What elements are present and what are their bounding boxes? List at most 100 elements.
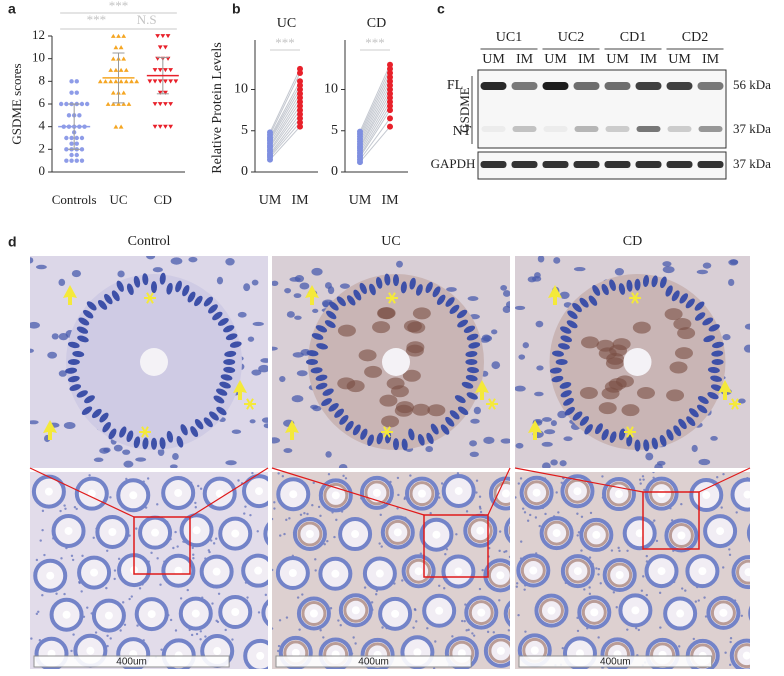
significance-label: *** bbox=[365, 35, 385, 50]
nucleus bbox=[317, 505, 321, 509]
data-point bbox=[163, 79, 168, 84]
nucleus bbox=[213, 395, 225, 404]
data-point bbox=[84, 101, 90, 107]
lumen bbox=[44, 487, 53, 496]
size-label: 37 kDa bbox=[733, 121, 771, 136]
nucleus bbox=[339, 415, 349, 425]
data-point bbox=[387, 90, 393, 97]
data-point bbox=[297, 123, 303, 130]
nucleus bbox=[312, 405, 322, 412]
nucleus bbox=[610, 549, 614, 552]
nucleus bbox=[642, 275, 650, 287]
nucleus bbox=[526, 519, 530, 522]
band-nt bbox=[636, 126, 661, 132]
arrow bbox=[43, 420, 57, 440]
crypt bbox=[730, 477, 750, 512]
nucleus bbox=[465, 359, 478, 365]
nucleus bbox=[541, 462, 551, 468]
y-tick-label: 10 bbox=[324, 82, 338, 97]
nucleus bbox=[638, 478, 642, 481]
nucleus bbox=[322, 636, 325, 639]
nucleus bbox=[249, 513, 252, 517]
data-point bbox=[297, 98, 303, 105]
nucleus bbox=[498, 599, 501, 602]
nucleus bbox=[284, 288, 292, 294]
data-point bbox=[157, 124, 163, 129]
nucleus bbox=[314, 558, 317, 561]
lumen bbox=[547, 606, 556, 615]
nucleus bbox=[561, 646, 564, 650]
panel-label: d bbox=[8, 234, 17, 250]
nucleus bbox=[597, 636, 600, 639]
nucleus bbox=[573, 266, 586, 272]
nucleus bbox=[712, 341, 724, 349]
data-point bbox=[121, 101, 127, 106]
lumen bbox=[744, 568, 750, 577]
nucleus bbox=[515, 496, 517, 499]
data-point bbox=[387, 61, 393, 68]
stained-crypt bbox=[323, 482, 349, 508]
scale-bar bbox=[518, 655, 713, 668]
data-point bbox=[121, 90, 127, 95]
data-point bbox=[79, 135, 85, 141]
significance-label: N.S bbox=[137, 12, 157, 27]
crypt bbox=[261, 599, 268, 627]
data-point bbox=[387, 98, 393, 105]
nucleus bbox=[263, 423, 268, 429]
nucleus bbox=[580, 515, 584, 518]
nucleus bbox=[457, 406, 469, 416]
zoom-connector bbox=[698, 467, 751, 493]
pair-line bbox=[359, 72, 391, 137]
nucleus bbox=[170, 257, 183, 265]
nucleus bbox=[678, 418, 687, 430]
nucleus bbox=[396, 476, 400, 480]
nucleus bbox=[597, 573, 600, 576]
zoom-connector bbox=[271, 467, 425, 516]
lumen bbox=[702, 491, 711, 500]
nucleus bbox=[83, 309, 94, 319]
x-tick-label: UM bbox=[259, 193, 282, 208]
nucleus bbox=[243, 512, 246, 515]
nucleus bbox=[425, 445, 433, 453]
stained-crypt bbox=[565, 558, 591, 584]
nucleus bbox=[216, 276, 224, 285]
nucleus bbox=[286, 311, 295, 318]
nucleus bbox=[142, 273, 149, 286]
nucleus bbox=[651, 437, 659, 450]
nucleus bbox=[152, 267, 163, 273]
nucleus bbox=[637, 628, 641, 632]
stained-cell bbox=[615, 375, 634, 388]
nucleus bbox=[572, 302, 582, 313]
nucleus bbox=[409, 277, 416, 290]
nucleus bbox=[618, 283, 626, 295]
nucleus bbox=[659, 276, 667, 289]
lumen bbox=[288, 569, 297, 578]
arrow bbox=[305, 285, 319, 305]
nucleus bbox=[225, 333, 238, 341]
band-nt bbox=[667, 126, 692, 132]
nucleus bbox=[315, 382, 328, 390]
nucleus bbox=[151, 437, 157, 450]
nucleus bbox=[109, 637, 112, 640]
nucleus bbox=[400, 281, 407, 294]
data-point bbox=[113, 124, 119, 129]
nucleus bbox=[722, 334, 731, 341]
nucleus bbox=[176, 435, 184, 448]
nucleus bbox=[583, 588, 586, 591]
nucleus bbox=[113, 577, 116, 581]
data-point bbox=[147, 79, 153, 84]
nucleus bbox=[315, 325, 328, 333]
nucleus bbox=[311, 267, 323, 276]
nucleus bbox=[76, 390, 88, 398]
scale-bar-label: 400um bbox=[116, 657, 147, 668]
nucleus bbox=[306, 350, 319, 357]
nucleus bbox=[30, 637, 33, 640]
data-point bbox=[157, 68, 163, 73]
nucleus bbox=[119, 629, 122, 632]
nucleus bbox=[273, 507, 276, 510]
stained-cell bbox=[664, 308, 683, 321]
zoom-connector bbox=[514, 467, 644, 493]
nucleus bbox=[216, 406, 227, 416]
data-point bbox=[69, 79, 74, 84]
nucleus bbox=[192, 553, 195, 556]
